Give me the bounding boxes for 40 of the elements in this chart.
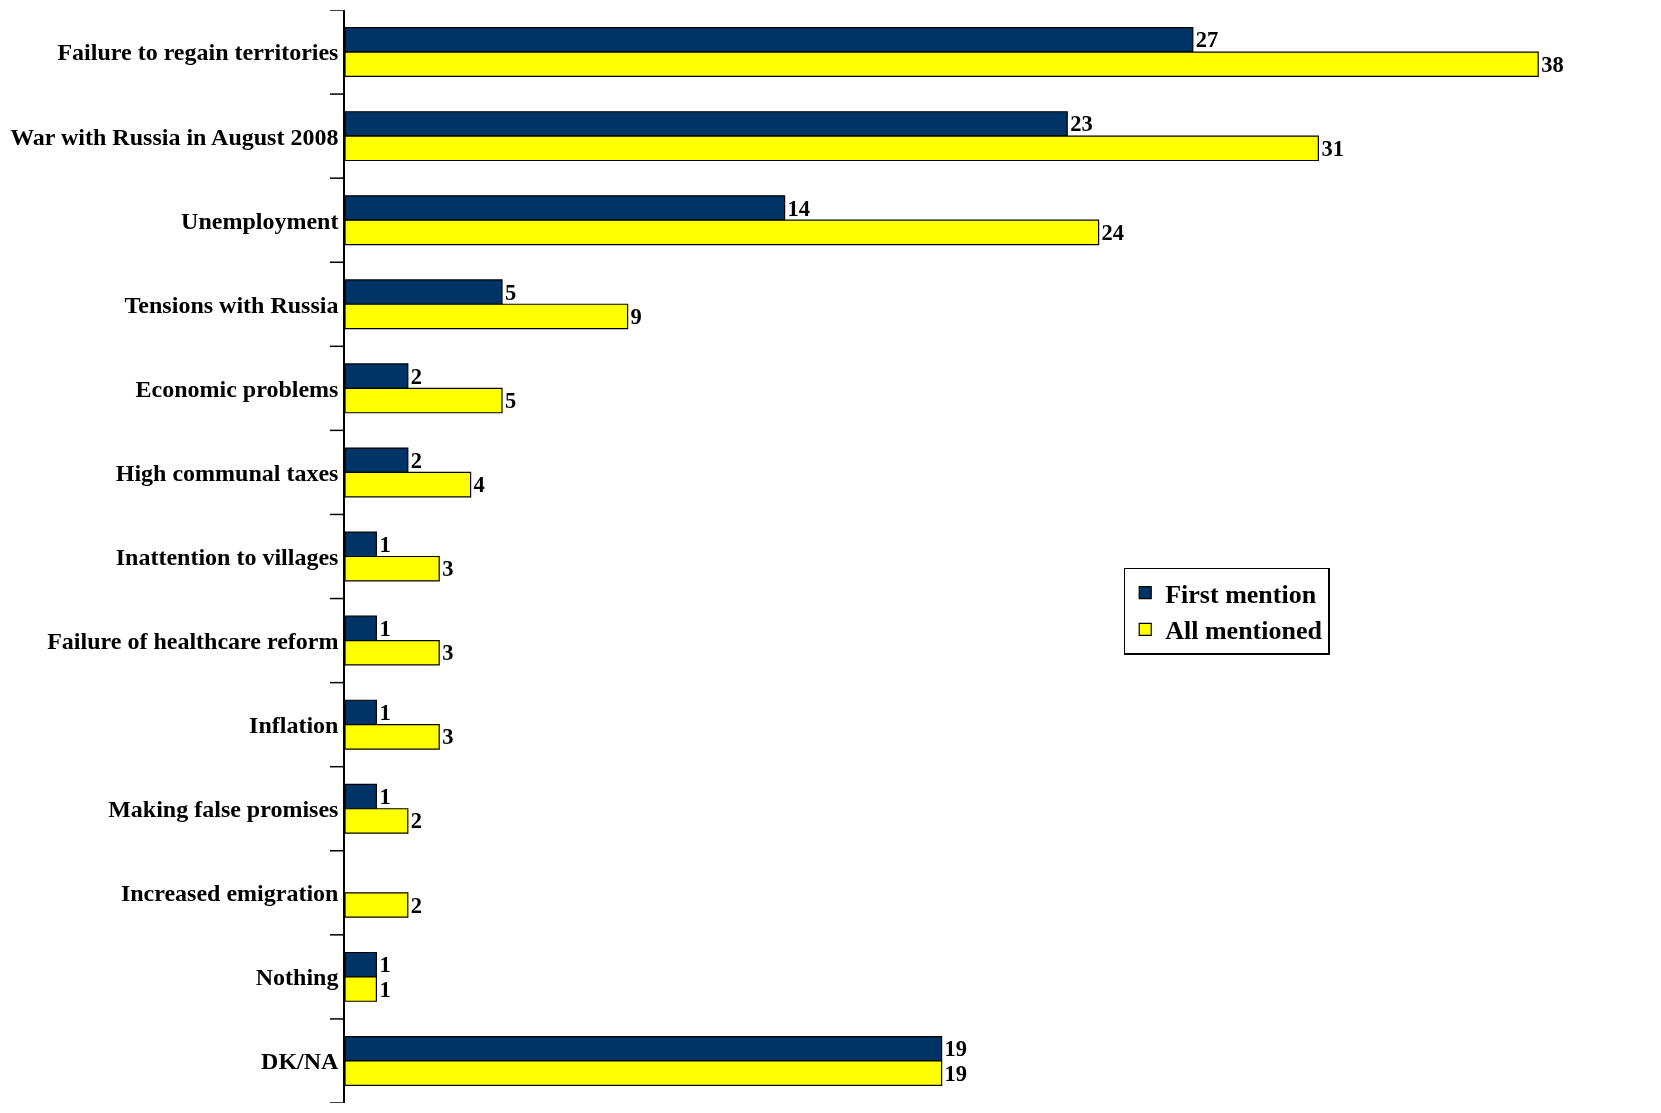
- data-label: 3: [442, 640, 454, 666]
- data-label: 14: [787, 195, 811, 221]
- data-label: 3: [442, 724, 454, 750]
- legend-label: First mention: [1165, 579, 1317, 609]
- data-label: 27: [1195, 27, 1219, 53]
- y-tick-label: Increased emigration: [120, 880, 339, 907]
- data-label: 2: [410, 363, 423, 389]
- data-label: 1: [379, 952, 391, 978]
- data-label: 2: [410, 808, 423, 834]
- y-tick-label: DK/NA: [261, 1048, 340, 1075]
- y-tick-label: War with Russia in August 2008: [10, 123, 339, 150]
- data-label: 3: [442, 556, 454, 582]
- y-tick-label: Inflation: [249, 712, 339, 739]
- data-label: 31: [1321, 135, 1344, 161]
- data-label: 23: [1070, 111, 1093, 137]
- data-label: 1: [379, 699, 391, 725]
- y-tick-label: High communal taxes: [115, 459, 339, 486]
- data-label: 2: [410, 892, 423, 918]
- data-label: 2: [410, 447, 423, 473]
- data-label: 38: [1541, 51, 1564, 77]
- data-label: 9: [630, 303, 642, 329]
- data-label: 1: [379, 615, 391, 641]
- y-tick-label: Unemployment: [181, 207, 339, 234]
- y-tick-label: Failure of healthcare reform: [47, 627, 339, 654]
- y-tick-label: Inattention to villages: [115, 543, 339, 570]
- data-label: 24: [1101, 219, 1125, 245]
- y-tick-label: Failure to regain territories: [57, 39, 339, 66]
- y-tick-label: Nothing: [255, 964, 339, 991]
- legend-label: All mentioned: [1165, 616, 1323, 646]
- y-tick-label: Making false promises: [108, 796, 339, 823]
- y-tick-label: Economic problems: [135, 375, 339, 402]
- data-label: 19: [944, 1060, 968, 1086]
- data-label: 5: [505, 388, 517, 414]
- data-label: 1: [379, 531, 391, 557]
- data-label: 4: [473, 472, 485, 498]
- data-label: 1: [379, 976, 391, 1002]
- y-tick-label: Tensions with Russia: [124, 291, 339, 318]
- data-label: 1: [379, 784, 391, 810]
- data-label: 19: [944, 1036, 968, 1062]
- data-label: 5: [505, 279, 517, 305]
